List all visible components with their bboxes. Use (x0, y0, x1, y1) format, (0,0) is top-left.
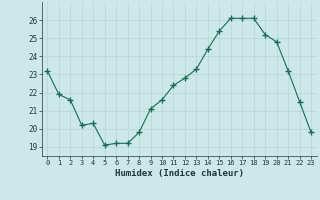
X-axis label: Humidex (Indice chaleur): Humidex (Indice chaleur) (115, 169, 244, 178)
